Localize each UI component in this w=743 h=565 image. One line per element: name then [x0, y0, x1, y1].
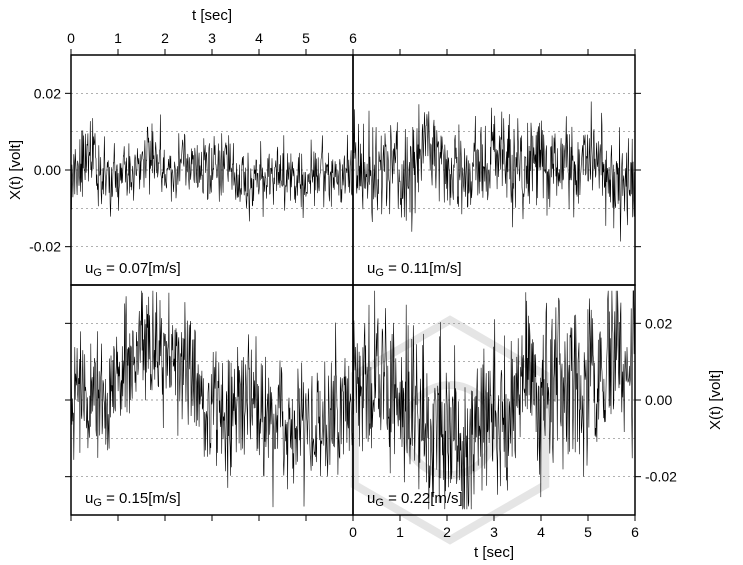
- x-tick-label: 6: [349, 30, 357, 46]
- x-tick-label: 5: [584, 524, 592, 540]
- x-tick-label: 4: [255, 30, 263, 46]
- panel-condition-label: uG = 0.15[m/s]: [85, 490, 181, 509]
- x-tick-label: 0: [349, 524, 357, 540]
- x-tick-label: 6: [631, 524, 639, 540]
- x-tick-label: 1: [396, 524, 404, 540]
- signal-grid-figure: uG = 0.07[m/s]0123456-0.020.000.02uG = 0…: [0, 0, 743, 565]
- y-tick-label: 0.02: [34, 85, 61, 101]
- signal-trace: [353, 102, 635, 242]
- y-axis-label-left: X(t) [volt]: [7, 140, 24, 200]
- x-tick-label: 4: [537, 524, 545, 540]
- x-tick-label: 3: [490, 524, 498, 540]
- x-tick-label: 0: [67, 30, 75, 46]
- panel-condition-label: uG = 0.11[m/s]: [367, 260, 462, 279]
- y-tick-label: 0.00: [34, 162, 61, 178]
- y-axis-label-right: X(t) [volt]: [707, 370, 724, 430]
- y-tick-label: -0.02: [645, 469, 677, 485]
- panel-p1: uG = 0.07[m/s] 0 1 2 3 4 5 6 -0.02 0.00 0.02: [29, 30, 357, 285]
- x-tick-label: 1: [114, 30, 122, 46]
- signal-trace: [71, 115, 353, 222]
- y-tick-label: 0.02: [645, 315, 672, 331]
- panel-condition-label: uG = 0.07[m/s]: [85, 260, 181, 279]
- y-tick-label: -0.02: [29, 239, 61, 255]
- x-tick-label: 3: [208, 30, 216, 46]
- x-tick-label: 5: [302, 30, 310, 46]
- x-axis-label-bottom: t [sec]: [474, 544, 514, 561]
- panel-condition-label: uG = 0.22[m/s]: [367, 490, 463, 509]
- panel-p3: uG = 0.15[m/s]: [65, 285, 353, 521]
- x-tick-label: 2: [443, 524, 451, 540]
- panel-p2: uG = 0.11[m/s]: [353, 49, 641, 285]
- x-tick-label: 2: [161, 30, 169, 46]
- x-axis-label-top: t [sec]: [192, 7, 232, 24]
- y-tick-label: 0.00: [645, 392, 672, 408]
